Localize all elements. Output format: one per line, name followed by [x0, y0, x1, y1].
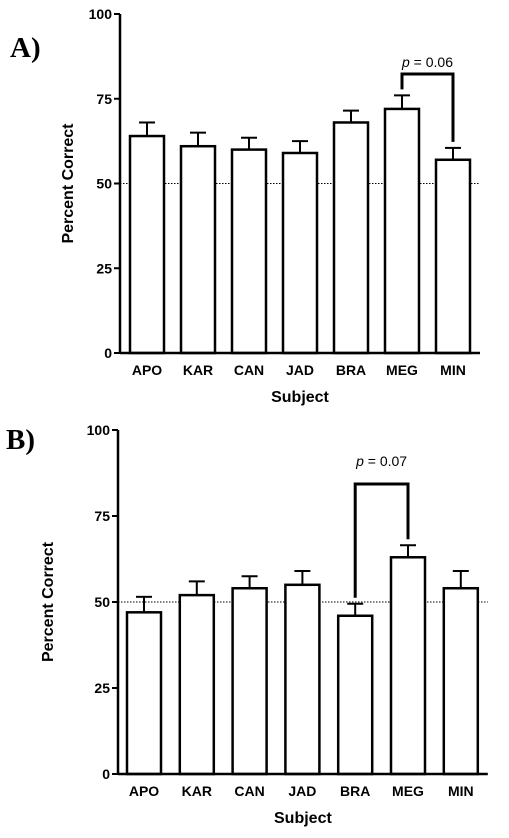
x-axis-title: Subject [274, 810, 332, 827]
x-tick-label: APO [132, 362, 162, 378]
bar-kar [178, 593, 216, 776]
y-axis-title: Percent Correct [40, 541, 57, 662]
x-tick-label: MEG [392, 783, 424, 799]
y-tick-label: 0 [104, 345, 112, 361]
bar-meg [389, 556, 427, 776]
p-value-annotation: p = 0.07 [355, 453, 407, 469]
x-tick-label: KAR [183, 362, 213, 378]
significance-bracket [353, 482, 410, 598]
y-axis-title: Percent Correct [60, 123, 77, 244]
x-tick-label: JAD [288, 783, 316, 799]
bar-apo [125, 611, 163, 776]
bar-jad [281, 151, 319, 355]
x-tick-label: APO [129, 783, 159, 799]
y-tick-label: 100 [89, 6, 113, 22]
significance-bracket [400, 72, 455, 142]
bar-jad [284, 583, 321, 776]
bar-bra [332, 121, 370, 355]
chart-panel-a: A) APO KAR CAN JAD BRA MEG MIN 0 25 50 75 100 Subject… [10, 6, 480, 406]
x-tick-label: KAR [182, 783, 212, 799]
y-tick-label: 100 [87, 422, 111, 438]
panel-label: B) [6, 424, 35, 456]
x-tick-label: MEG [386, 362, 418, 378]
y-tick-label: 50 [96, 176, 112, 192]
x-tick-label: CAN [234, 362, 264, 378]
x-tick-label: BRA [340, 783, 370, 799]
y-tick-label: 75 [96, 91, 112, 107]
bar-min [434, 158, 472, 355]
x-tick-label: MIN [440, 362, 466, 378]
chart-panel-b: B) APO KAR CAN JAD BRA MEG MIN 0 25 50 75 100 Subject… [6, 422, 488, 827]
y-tick-label: 0 [102, 766, 110, 782]
x-tick-label: BRA [336, 362, 366, 378]
y-tick-label: 25 [94, 680, 110, 696]
x-tick-label: JAD [286, 362, 314, 378]
x-tick-label: CAN [234, 783, 264, 799]
bar-can [231, 586, 268, 776]
bar-bra [336, 614, 374, 776]
y-tick-label: 75 [94, 508, 110, 524]
y-tick-label: 50 [94, 594, 110, 610]
bar-apo [128, 134, 166, 355]
bar-meg [383, 107, 421, 355]
bar-kar [179, 144, 217, 355]
panel-label: A) [10, 32, 41, 64]
x-tick-label: MIN [448, 783, 474, 799]
bar-min [442, 586, 480, 776]
y-tick-label: 25 [96, 260, 112, 276]
p-value-annotation: p = 0.06 [401, 54, 453, 70]
x-axis-title: Subject [271, 389, 329, 406]
bar-can [230, 148, 268, 355]
